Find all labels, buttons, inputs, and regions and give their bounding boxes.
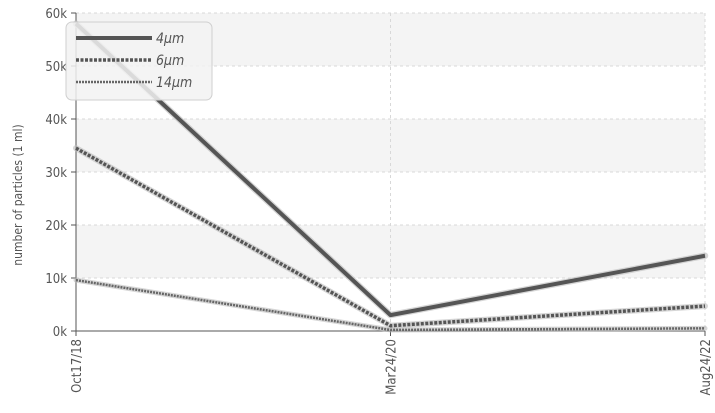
y-axis-label: number of particles (1 ml) (11, 124, 25, 265)
x-tick-label: Aug24/22 (699, 339, 714, 396)
legend[interactable]: 4µm 6µm 14µm (65, 21, 213, 101)
legend-label: 4µm (156, 31, 184, 47)
x-tick-label: Mar24/20 (385, 339, 400, 395)
y-tick-labels: 0k 10k 20k 30k 40k 50k 60k (45, 7, 67, 340)
legend-label: 6µm (156, 53, 184, 69)
series-line-3 (75, 278, 706, 332)
y-tick-label: 30k (45, 166, 67, 181)
y-tick-label: 10k (45, 272, 67, 287)
y-tick-label: 0k (53, 325, 67, 340)
y-tick-label: 20k (45, 219, 67, 234)
x-tick-label: Oct17/18 (70, 339, 85, 393)
series-line-2 (75, 146, 706, 328)
legend-label: 14µm (156, 75, 192, 91)
y-tick-label: 50k (45, 60, 67, 75)
x-tick-labels: Oct17/18 Mar24/20 Aug24/22 (70, 339, 714, 396)
plot-band (76, 225, 705, 278)
y-tick-label: 60k (45, 7, 67, 22)
series-lines (72, 20, 709, 333)
series-line-1 (74, 22, 706, 318)
y-tick-label: 40k (45, 113, 67, 128)
